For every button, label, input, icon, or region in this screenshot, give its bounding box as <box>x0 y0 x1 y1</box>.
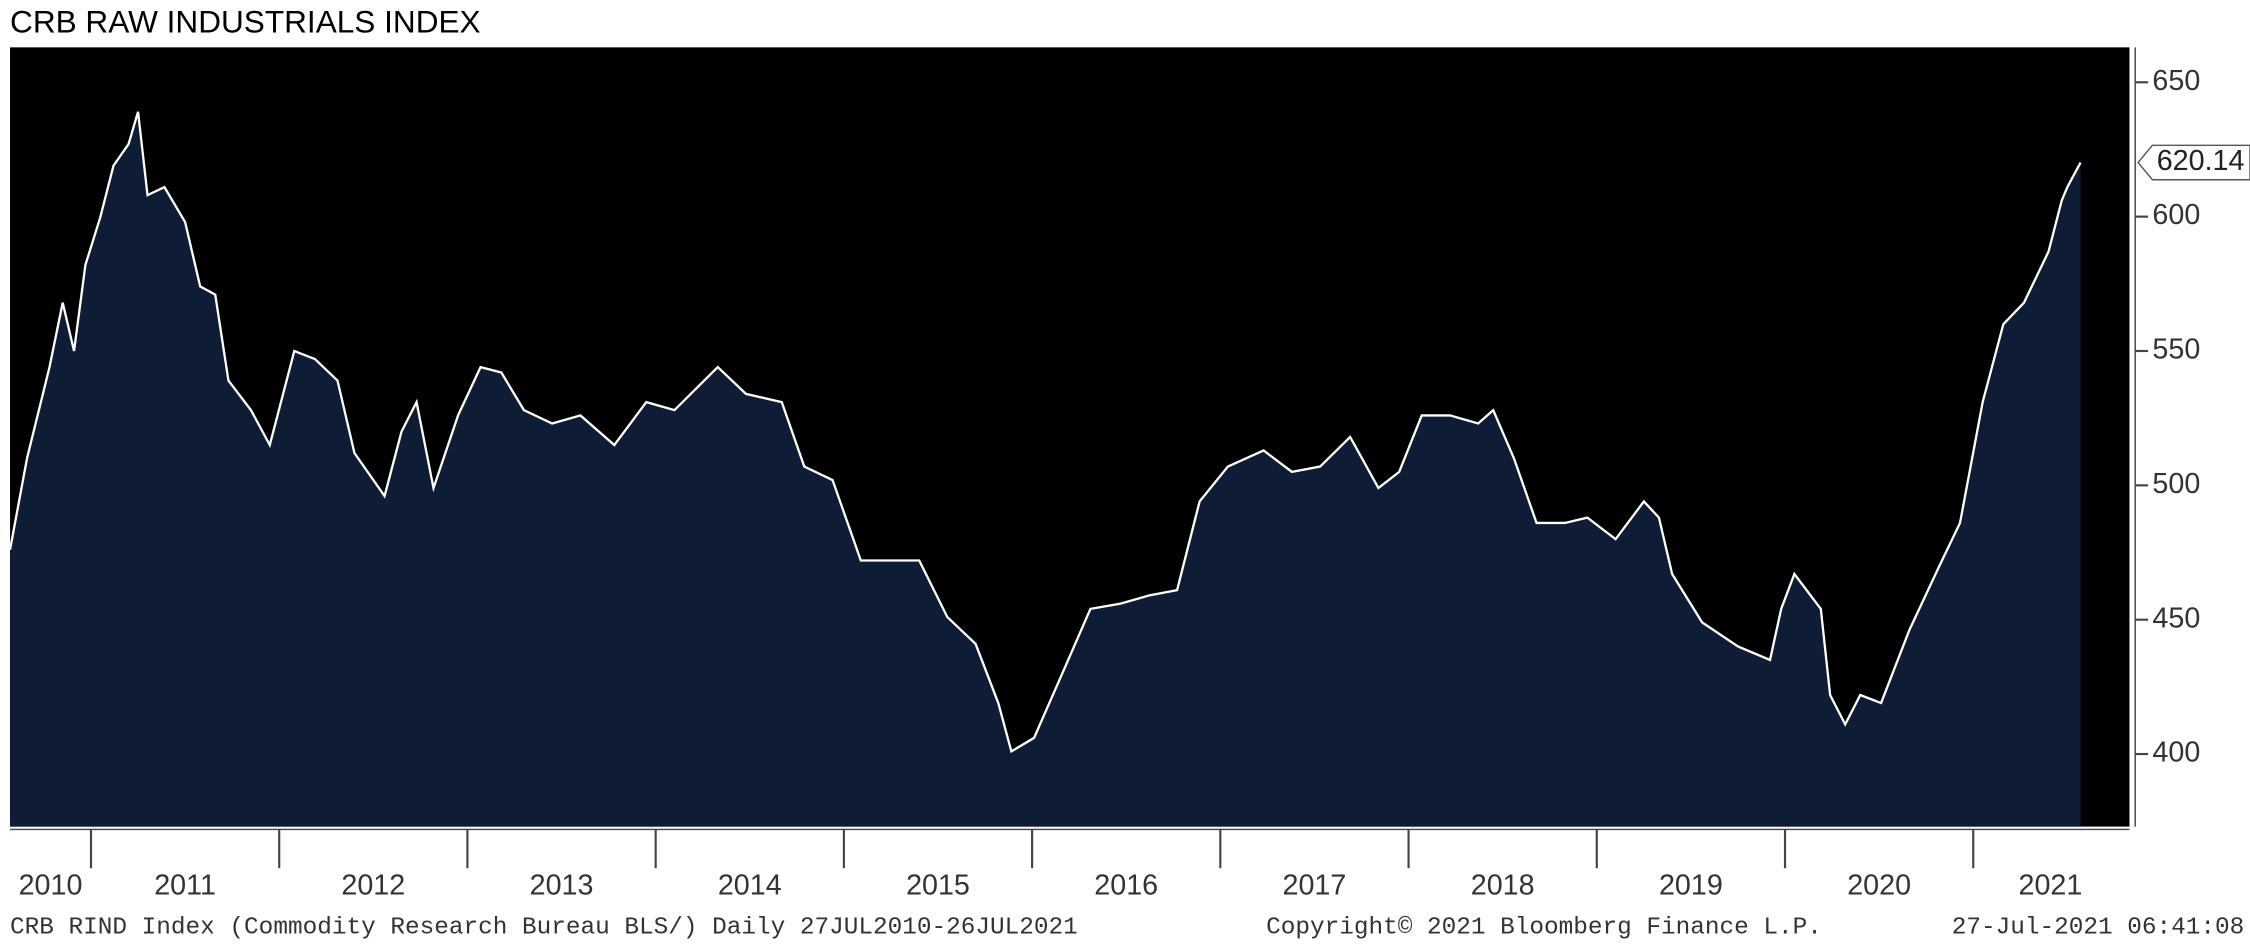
x-tick-label: 2021 <box>2018 869 2082 901</box>
y-tick-label: 650 <box>2152 65 2200 97</box>
y-tick-label: 550 <box>2152 334 2200 366</box>
y-tick-label: 600 <box>2152 199 2200 231</box>
x-tick-label: 2018 <box>1471 869 1535 901</box>
x-tick-label: 2014 <box>718 869 782 901</box>
x-tick-label: 2011 <box>154 869 216 901</box>
last-value-tag <box>2137 144 2250 181</box>
y-tick-label: 400 <box>2152 737 2200 769</box>
area-line <box>8 111 2082 754</box>
x-tick-label: 2017 <box>1283 869 1347 901</box>
footer-left: CRB RIND Index (Commodity Research Burea… <box>10 914 1078 941</box>
y-tick-label: 500 <box>2152 468 2200 500</box>
footer-center: Copyright© 2021 Bloomberg Finance L.P. <box>1266 914 1822 941</box>
x-tick-label: 2016 <box>1094 869 1158 901</box>
x-tick-label: 2012 <box>341 869 405 901</box>
last-value-label: 620.14 <box>2157 145 2245 177</box>
x-tick-label: 2020 <box>1847 869 1911 901</box>
area-fill <box>10 111 2081 827</box>
x-tick-label: 2019 <box>1659 869 1723 901</box>
x-tick-label: 2010 <box>19 869 83 901</box>
chart-title: CRB RAW INDUSTRIALS INDEX <box>10 4 481 40</box>
x-tick-label: 2015 <box>906 869 970 901</box>
x-tick-label: 2013 <box>530 869 594 901</box>
footer-right: 27-Jul-2021 06:41:08 <box>1952 914 2245 941</box>
y-tick-label: 450 <box>2152 602 2200 634</box>
